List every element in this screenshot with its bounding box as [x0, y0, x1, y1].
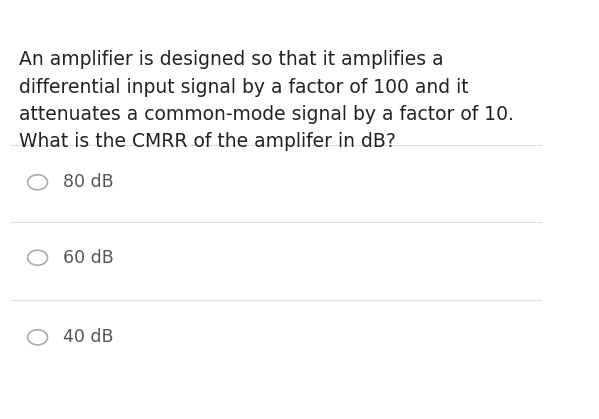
Circle shape	[28, 175, 47, 190]
Circle shape	[28, 330, 47, 345]
Text: 60 dB: 60 dB	[63, 249, 114, 266]
Circle shape	[28, 250, 47, 265]
Text: An amplifier is designed so that it amplifies a
differential input signal by a f: An amplifier is designed so that it ampl…	[19, 50, 514, 151]
Text: 40 dB: 40 dB	[63, 328, 114, 346]
Text: 80 dB: 80 dB	[63, 173, 114, 191]
